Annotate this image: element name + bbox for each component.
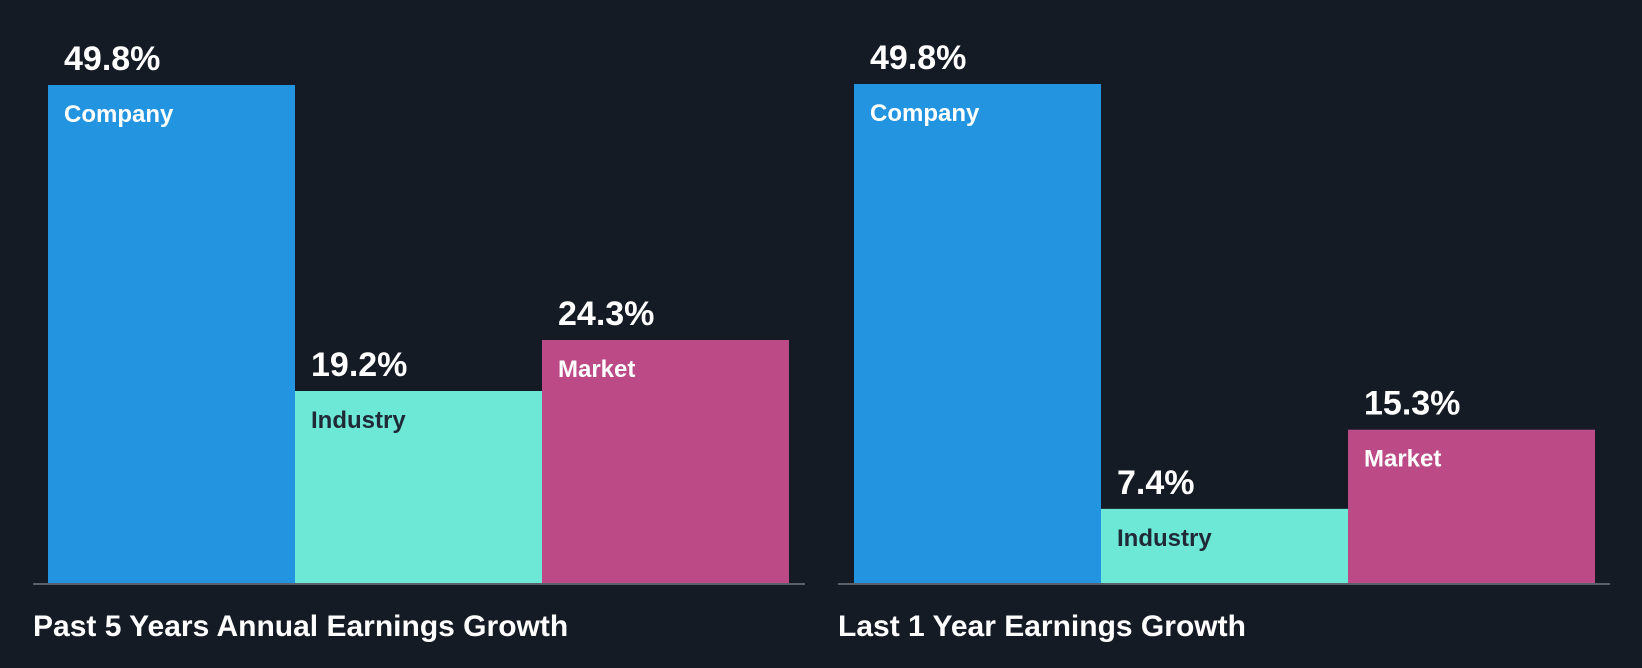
bar-industry — [295, 391, 542, 583]
bar-industry — [1101, 508, 1348, 583]
chart-title: Past 5 Years Annual Earnings Growth — [33, 610, 568, 643]
bar-company — [854, 84, 1101, 583]
last-1-year-chart: 49.8% Company 7.4% Industry 15.3% Market Last … — [838, 39, 1610, 643]
category-label-market: Market — [1364, 446, 1441, 473]
value-label-company: 49.8% — [870, 39, 966, 77]
bar-market — [542, 340, 789, 583]
value-label-company: 49.8% — [64, 40, 160, 78]
value-label-industry: 7.4% — [1117, 464, 1195, 502]
bar-market — [1348, 429, 1595, 583]
category-label-industry: Industry — [311, 407, 406, 434]
category-label-company: Company — [64, 101, 174, 128]
category-label-industry: Industry — [1117, 525, 1212, 552]
category-label-market: Market — [558, 356, 635, 383]
value-label-market: 15.3% — [1364, 385, 1460, 423]
value-label-industry: 19.2% — [311, 346, 407, 384]
past-5-years-chart: 49.8% Company 19.2% Industry 24.3% Market Past… — [33, 40, 805, 643]
category-label-company: Company — [870, 100, 980, 127]
bar-company — [48, 85, 295, 583]
chart-title: Last 1 Year Earnings Growth — [838, 610, 1246, 643]
value-label-market: 24.3% — [558, 295, 654, 333]
